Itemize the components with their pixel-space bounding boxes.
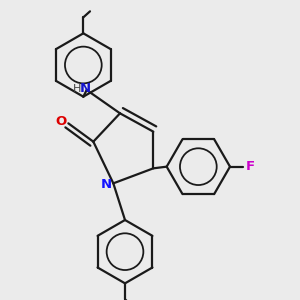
Text: F: F (246, 160, 255, 173)
Text: N: N (80, 82, 91, 95)
Text: N: N (100, 178, 112, 191)
Text: H: H (73, 84, 82, 94)
Text: O: O (56, 115, 67, 128)
